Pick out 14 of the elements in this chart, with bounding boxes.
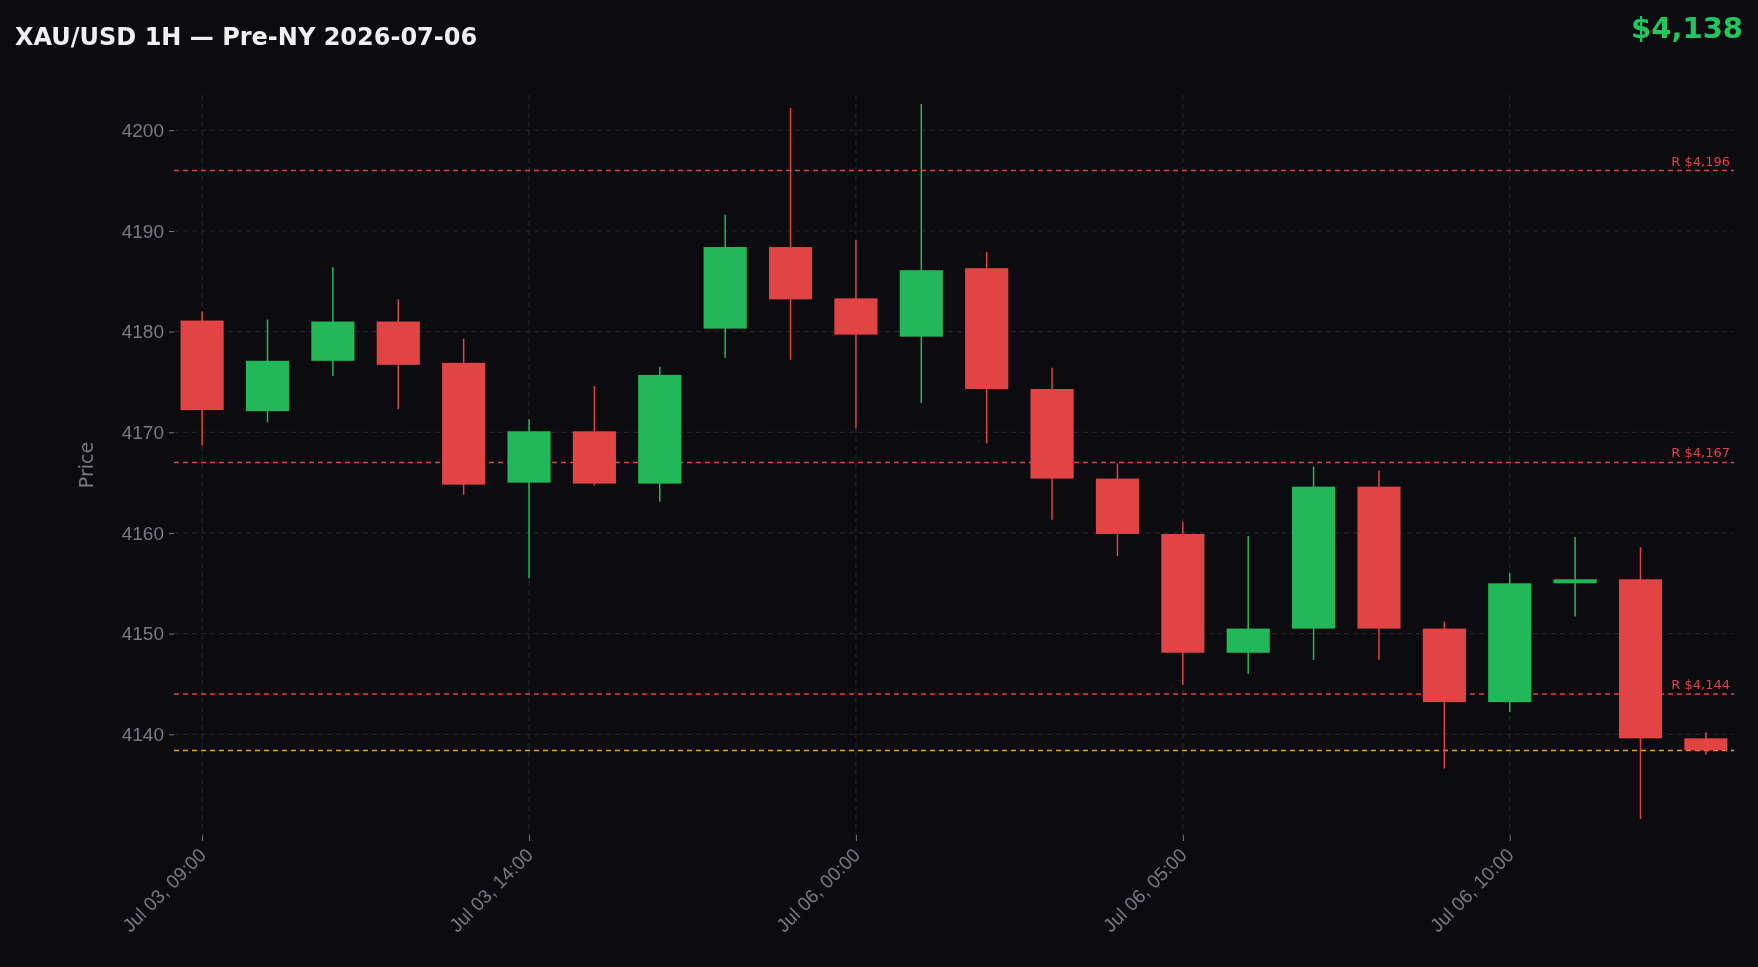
ref-line-label: R $4,196 [1671, 153, 1730, 169]
candlestick [1553, 536, 1597, 618]
y-tick-label: 4180 [121, 321, 164, 343]
y-tick-label: 4150 [121, 623, 164, 645]
y-tick-label: 4190 [121, 220, 164, 242]
ref-line-label: R $4,144 [1671, 677, 1730, 693]
y-tick-label: 4200 [121, 119, 164, 141]
y-tick-label: 4160 [121, 522, 164, 544]
y-tick-label: 4140 [121, 723, 164, 745]
chart-title: XAU/USD 1H — Pre-NY 2026-07-06 [15, 23, 478, 51]
y-axis-title: Price [75, 441, 97, 489]
y-tick-label: 4170 [121, 421, 164, 443]
text: $4,138 [1631, 11, 1743, 45]
ref-line-label: R $4,167 [1671, 445, 1730, 461]
